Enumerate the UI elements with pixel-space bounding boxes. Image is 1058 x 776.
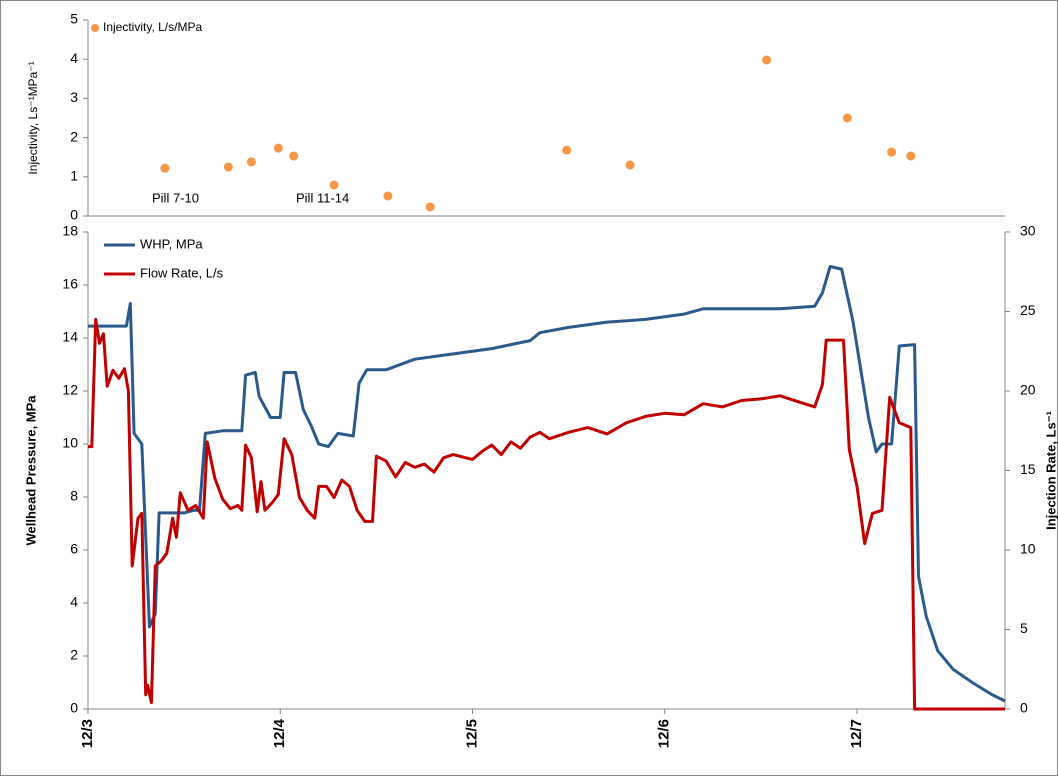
point	[562, 145, 572, 155]
point	[160, 163, 170, 173]
x-tick-label: 12/5	[463, 719, 480, 748]
point	[289, 151, 299, 161]
y-tick-label: 2	[70, 647, 78, 663]
legend-label: Injectivity, L/s/MPa	[103, 20, 202, 34]
point	[762, 55, 772, 65]
y-tick-label: 10	[62, 435, 78, 451]
y-tick-label: 14	[62, 329, 78, 345]
y2-tick-label: 25	[1020, 302, 1036, 318]
point	[329, 180, 339, 190]
y2-tick-label: 20	[1020, 382, 1036, 398]
legend-marker	[91, 24, 99, 32]
y2-tick-label: 0	[1020, 700, 1028, 716]
x-tick-label: 12/3	[79, 719, 96, 748]
x-tick-label: 12/4	[271, 718, 288, 748]
y-tick-label: 3	[70, 89, 78, 105]
y2-tick-label: 5	[1020, 620, 1028, 636]
y-tick-label: 8	[70, 488, 78, 504]
y-tick-label: 0	[70, 700, 78, 716]
point	[842, 113, 852, 123]
legend-label: Flow Rate, L/s	[140, 265, 224, 280]
point	[887, 147, 897, 157]
y-tick-label: 18	[62, 223, 78, 239]
y-tick-label: 4	[70, 50, 78, 66]
y-tick-label: 0	[70, 207, 78, 223]
point	[246, 157, 256, 167]
series-line	[88, 317, 1005, 711]
x-tick-label: 12/6	[656, 719, 673, 748]
y-tick-label: 6	[70, 541, 78, 557]
y2-tick-label: 15	[1020, 461, 1036, 477]
y2-tick-label: 30	[1020, 223, 1036, 239]
point	[273, 143, 283, 153]
point	[223, 162, 233, 172]
y-tick-label: 4	[70, 594, 78, 610]
y-tick-label: 2	[70, 128, 78, 144]
point	[906, 151, 916, 161]
y-tick-label: 12	[62, 382, 78, 398]
y-axis-label: Wellhead Pressure, MPa	[23, 395, 38, 546]
y-axis-label: Injectivity, Ls⁻¹MPa⁻¹	[26, 61, 40, 174]
annotation: Pill 7-10	[152, 190, 199, 205]
y-tick-label: 1	[70, 168, 78, 184]
y-tick-label: 16	[62, 276, 78, 292]
series-line	[88, 265, 1006, 703]
y2-tick-label: 10	[1020, 541, 1036, 557]
point	[625, 160, 635, 170]
point	[425, 202, 435, 212]
y-tick-label: 5	[70, 11, 78, 27]
x-tick-label: 12/7	[848, 719, 865, 748]
y2-axis-label: Injection Rate, Ls⁻¹	[1043, 411, 1058, 530]
point	[383, 191, 393, 201]
annotation: Pill 11-14	[296, 190, 349, 205]
legend-label: WHP, MPa	[140, 236, 203, 251]
